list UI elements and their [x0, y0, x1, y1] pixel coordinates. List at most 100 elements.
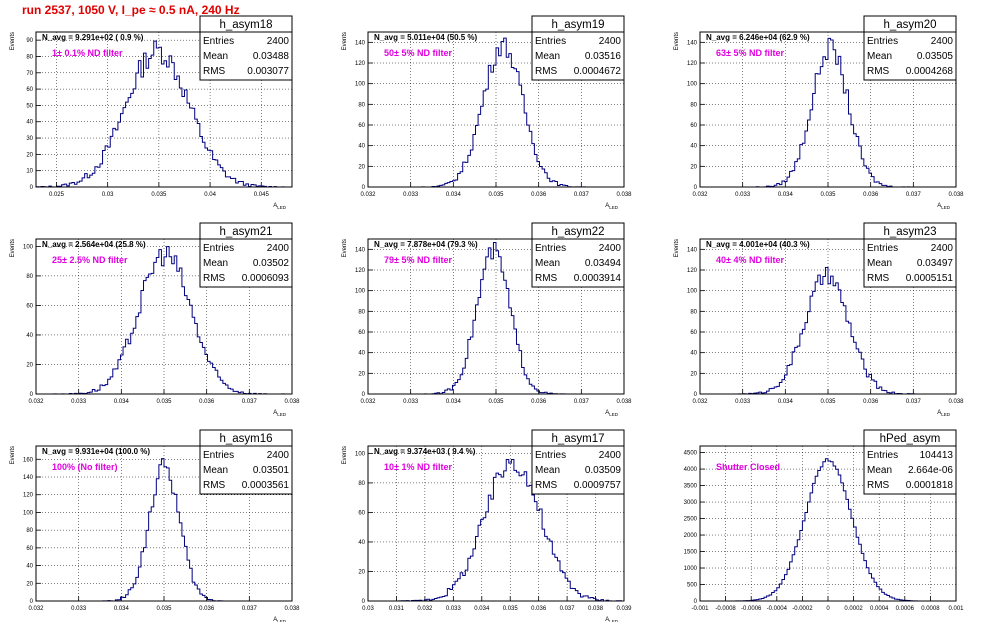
stats-label: Mean [535, 258, 560, 269]
stats-label: RMS [867, 273, 890, 284]
x-tick-label: 0.034 [778, 192, 794, 198]
stats-label: Entries [203, 450, 234, 461]
x-axis-label: ALED [937, 410, 951, 417]
x-axis-label: ALED [605, 203, 619, 210]
x-tick-label: 0.036 [531, 399, 547, 405]
stats-value: 0.003077 [247, 66, 289, 77]
stats-value: 0.03494 [585, 258, 622, 269]
y-tick-label: 120 [23, 493, 34, 499]
x-tick-label: 0.033 [446, 606, 462, 612]
x-axis-label: ALED [273, 410, 287, 417]
pad-h_asym21: 0.032 0.033 0.034 0.035 0.036 0.037 0.038 0 20 40… [10, 222, 300, 417]
x-tick-label: 0.038 [616, 192, 632, 198]
y-tick-label: 0 [362, 185, 366, 191]
y-tick-label: 3500 [684, 484, 698, 490]
filter-label: 79± 5% ND filter [384, 255, 452, 265]
y-tick-label: 70 [26, 71, 33, 77]
y-tick-label: 20 [26, 152, 33, 158]
stats-box [199, 445, 293, 495]
x-tick-label: 0.0004 [870, 606, 889, 612]
y-tick-label: 0 [30, 392, 34, 398]
x-tick-label: 0.035 [488, 399, 504, 405]
x-axis-label: ALED [273, 203, 287, 210]
x-tick-label: 0.035 [820, 399, 836, 405]
y-axis-label: Events [10, 239, 16, 257]
y-tick-label: 80 [690, 102, 697, 108]
x-axis-label: ALED [273, 617, 287, 622]
stats-label: Mean [203, 258, 228, 269]
y-tick-label: 140 [687, 247, 698, 253]
x-tick-label: 0.038 [616, 399, 632, 405]
stats-box [531, 445, 625, 495]
y-tick-label: 20 [690, 164, 697, 170]
stats-label: Mean [867, 51, 892, 62]
x-tick-label: -0.0002 [792, 606, 813, 612]
y-tick-label: 120 [355, 61, 366, 67]
x-axis-label-subscript: LED [277, 205, 287, 210]
y-tick-label: 40 [26, 564, 33, 570]
run-title: run 2537, 1050 V, I_pe ≈ 0.5 nA, 240 Hz [22, 3, 240, 17]
y-tick-label: 90 [26, 38, 33, 44]
navg-label: N_avg = 2.564e+04 (25.8 %) [42, 240, 146, 249]
x-tick-label: 0.037 [906, 399, 922, 405]
histogram-line [367, 459, 625, 602]
x-tick-label: 0.037 [574, 192, 590, 198]
pad-h_asym22: 0.032 0.033 0.034 0.035 0.036 0.037 0.038 0 20 40… [342, 222, 632, 417]
stats-label: Mean [535, 51, 560, 62]
y-tick-label: 60 [26, 303, 33, 309]
y-tick-label: 60 [26, 546, 33, 552]
x-tick-label: 0.035 [151, 192, 167, 198]
y-tick-label: 60 [358, 123, 365, 129]
x-tick-label: 0.0008 [921, 606, 940, 612]
stats-label: Mean [867, 465, 892, 476]
x-tick-label: 0.03 [102, 192, 114, 198]
stats-label: Entries [535, 450, 566, 461]
x-tick-label: 0.032 [28, 399, 44, 405]
hist-title: h_asym22 [551, 226, 604, 238]
y-tick-label: 100 [355, 289, 366, 295]
navg-label: N_avg = 9.374e+03 ( 9.4 %) [374, 447, 476, 456]
stats-value: 2400 [931, 243, 954, 254]
x-tick-label: 0.032 [360, 192, 376, 198]
y-tick-label: 2500 [684, 517, 698, 523]
stats-label: RMS [535, 273, 558, 284]
y-tick-label: 500 [687, 583, 698, 589]
hist-title: h_asym16 [219, 433, 272, 445]
pad-h_asym19: 0.032 0.033 0.034 0.035 0.036 0.037 0.038 0 20 40… [342, 15, 632, 210]
y-axis-label: Events [10, 446, 16, 464]
x-tick-label: 0.036 [531, 606, 547, 612]
x-axis-label-subscript: LED [277, 619, 287, 622]
navg-label: N_avg = 9.291e+02 ( 0.9 %) [42, 33, 144, 42]
filter-label: 50± 5% ND filter [384, 48, 452, 58]
hist-title: h_asym21 [219, 226, 272, 238]
x-tick-label: 0.037 [906, 192, 922, 198]
plot-frame [367, 445, 625, 602]
x-axis-label: ALED [937, 203, 951, 210]
stats-value: 0.0006093 [242, 273, 290, 284]
x-tick-label: 0.038 [588, 606, 604, 612]
y-tick-label: 60 [690, 330, 697, 336]
x-tick-label: -0.0004 [767, 606, 788, 612]
x-tick-label: 0.034 [114, 399, 130, 405]
x-tick-label: 0.033 [403, 399, 419, 405]
x-tick-label: 0.033 [71, 399, 87, 405]
stats-value: 0.03509 [585, 465, 622, 476]
pad-h_asym17: 0.03 0.031 0.032 0.033 0.034 0.035 0.036 0.037 0… [342, 429, 632, 622]
y-tick-label: 0 [694, 392, 698, 398]
y-tick-label: 40 [358, 540, 365, 546]
x-tick-label: 0.035 [156, 606, 172, 612]
stats-value: 2400 [267, 243, 290, 254]
x-tick-label: 0.03 [362, 606, 374, 612]
x-tick-label: 0.001 [948, 606, 964, 612]
y-axis-label: Events [674, 239, 680, 257]
hist-title: h_asym23 [883, 226, 936, 238]
y-tick-label: 40 [358, 144, 365, 150]
hist-title: h_asym18 [219, 19, 272, 31]
y-tick-label: 40 [26, 333, 33, 339]
y-tick-label: 100 [355, 82, 366, 88]
y-tick-label: 100 [687, 82, 698, 88]
hist-title: h_asym19 [551, 19, 604, 31]
x-tick-label: 0.036 [863, 399, 879, 405]
y-tick-label: 1500 [684, 550, 698, 556]
